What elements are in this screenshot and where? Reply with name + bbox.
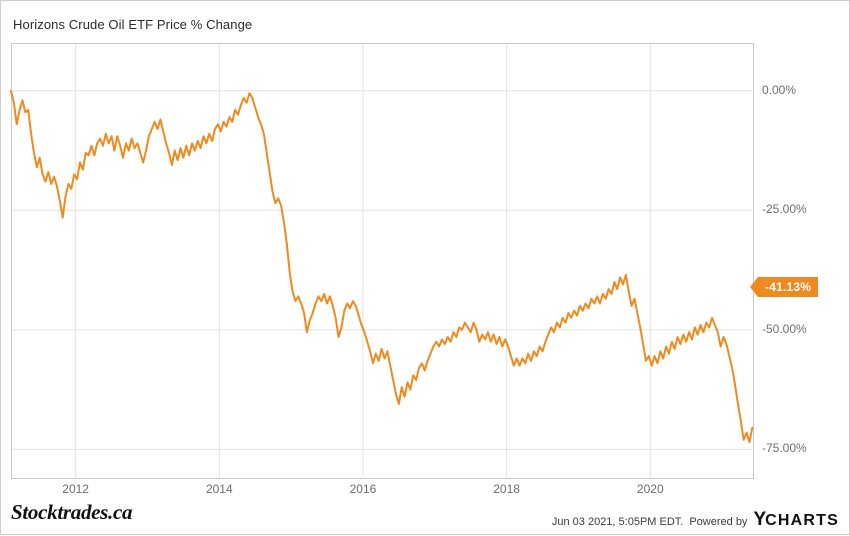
series-line [10,89,754,444]
y-axis-tick-label: -75.00% [762,441,807,456]
y-axis-tick-label: 0.00% [762,82,797,97]
gridlines [11,43,753,478]
ycharts-logo: Y CHARTS [753,509,839,530]
price-line-series [10,89,754,444]
powered-by-label: Powered by [689,516,748,528]
chart-title: Horizons Crude Oil ETF Price % Change [13,17,253,32]
y-axis-tick-label: -25.00% [762,202,807,217]
footer-timestamp: Jun 03 2021, 5:05PM EDT. [551,516,684,528]
value-badge-arrow [750,277,758,298]
x-axis-tick-label: 2012 [62,482,89,496]
x-axis-tick-label: 2018 [493,482,520,496]
y-axis-tick-label: -50.00% [762,321,807,336]
x-axis-tick-label: 2014 [205,482,233,496]
plot-frame [11,43,754,479]
stocktrades-logo: Stocktrades.ca [11,500,133,524]
plot-border [11,43,754,479]
ycharts-y-mark: Y [753,509,766,530]
ycharts-wordmark: CHARTS [765,512,839,529]
x-axis-tick-label: 2020 [636,482,664,496]
x-axis-tick-label: 2016 [349,482,377,496]
chart-footer: Jun 03 2021, 5:05PM EDT. Powered by Y CHA… [551,509,839,530]
last-value-badge: -41.13% [758,277,819,298]
